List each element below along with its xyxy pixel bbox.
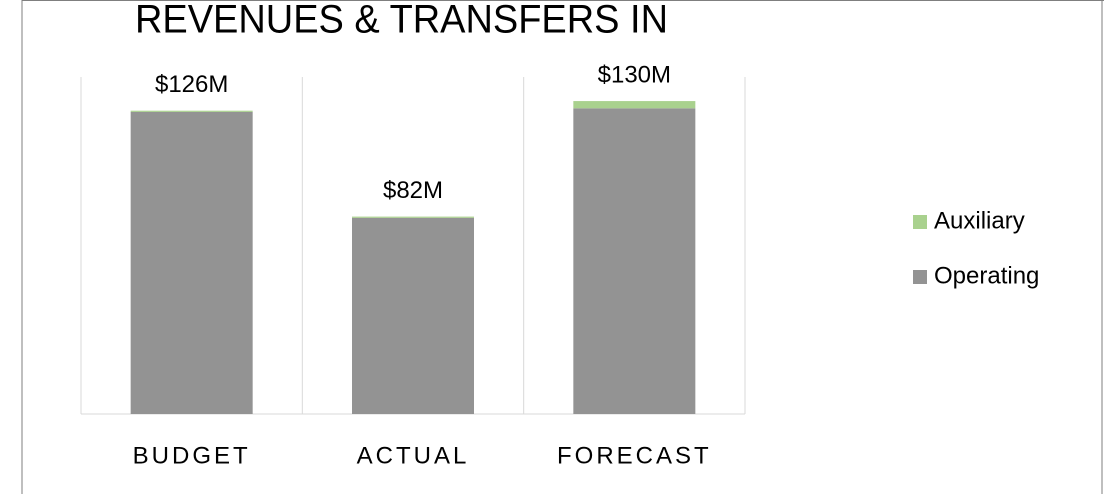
- x-tick-label: ACTUAL: [357, 442, 470, 469]
- chart-title: REVENUES & TRANSFERS IN: [135, 0, 668, 42]
- total-label: $130M: [598, 61, 671, 88]
- bar-segment: [573, 108, 696, 415]
- total-label: $126M: [155, 71, 228, 98]
- legend-swatch: [913, 270, 927, 284]
- bar-segment: [130, 111, 253, 415]
- x-tick-label: BUDGET: [133, 442, 251, 469]
- bar-segment: [130, 110, 253, 112]
- bar-segment: [352, 216, 474, 218]
- bar-segment: [352, 217, 474, 414]
- x-tick-label: FORECAST: [557, 442, 712, 469]
- legend-label: Auxiliary: [934, 207, 1025, 234]
- bar-segment: [573, 101, 696, 109]
- legend-swatch: [913, 215, 927, 229]
- total-label: $82M: [383, 177, 443, 204]
- legend-label: Operating: [934, 262, 1039, 289]
